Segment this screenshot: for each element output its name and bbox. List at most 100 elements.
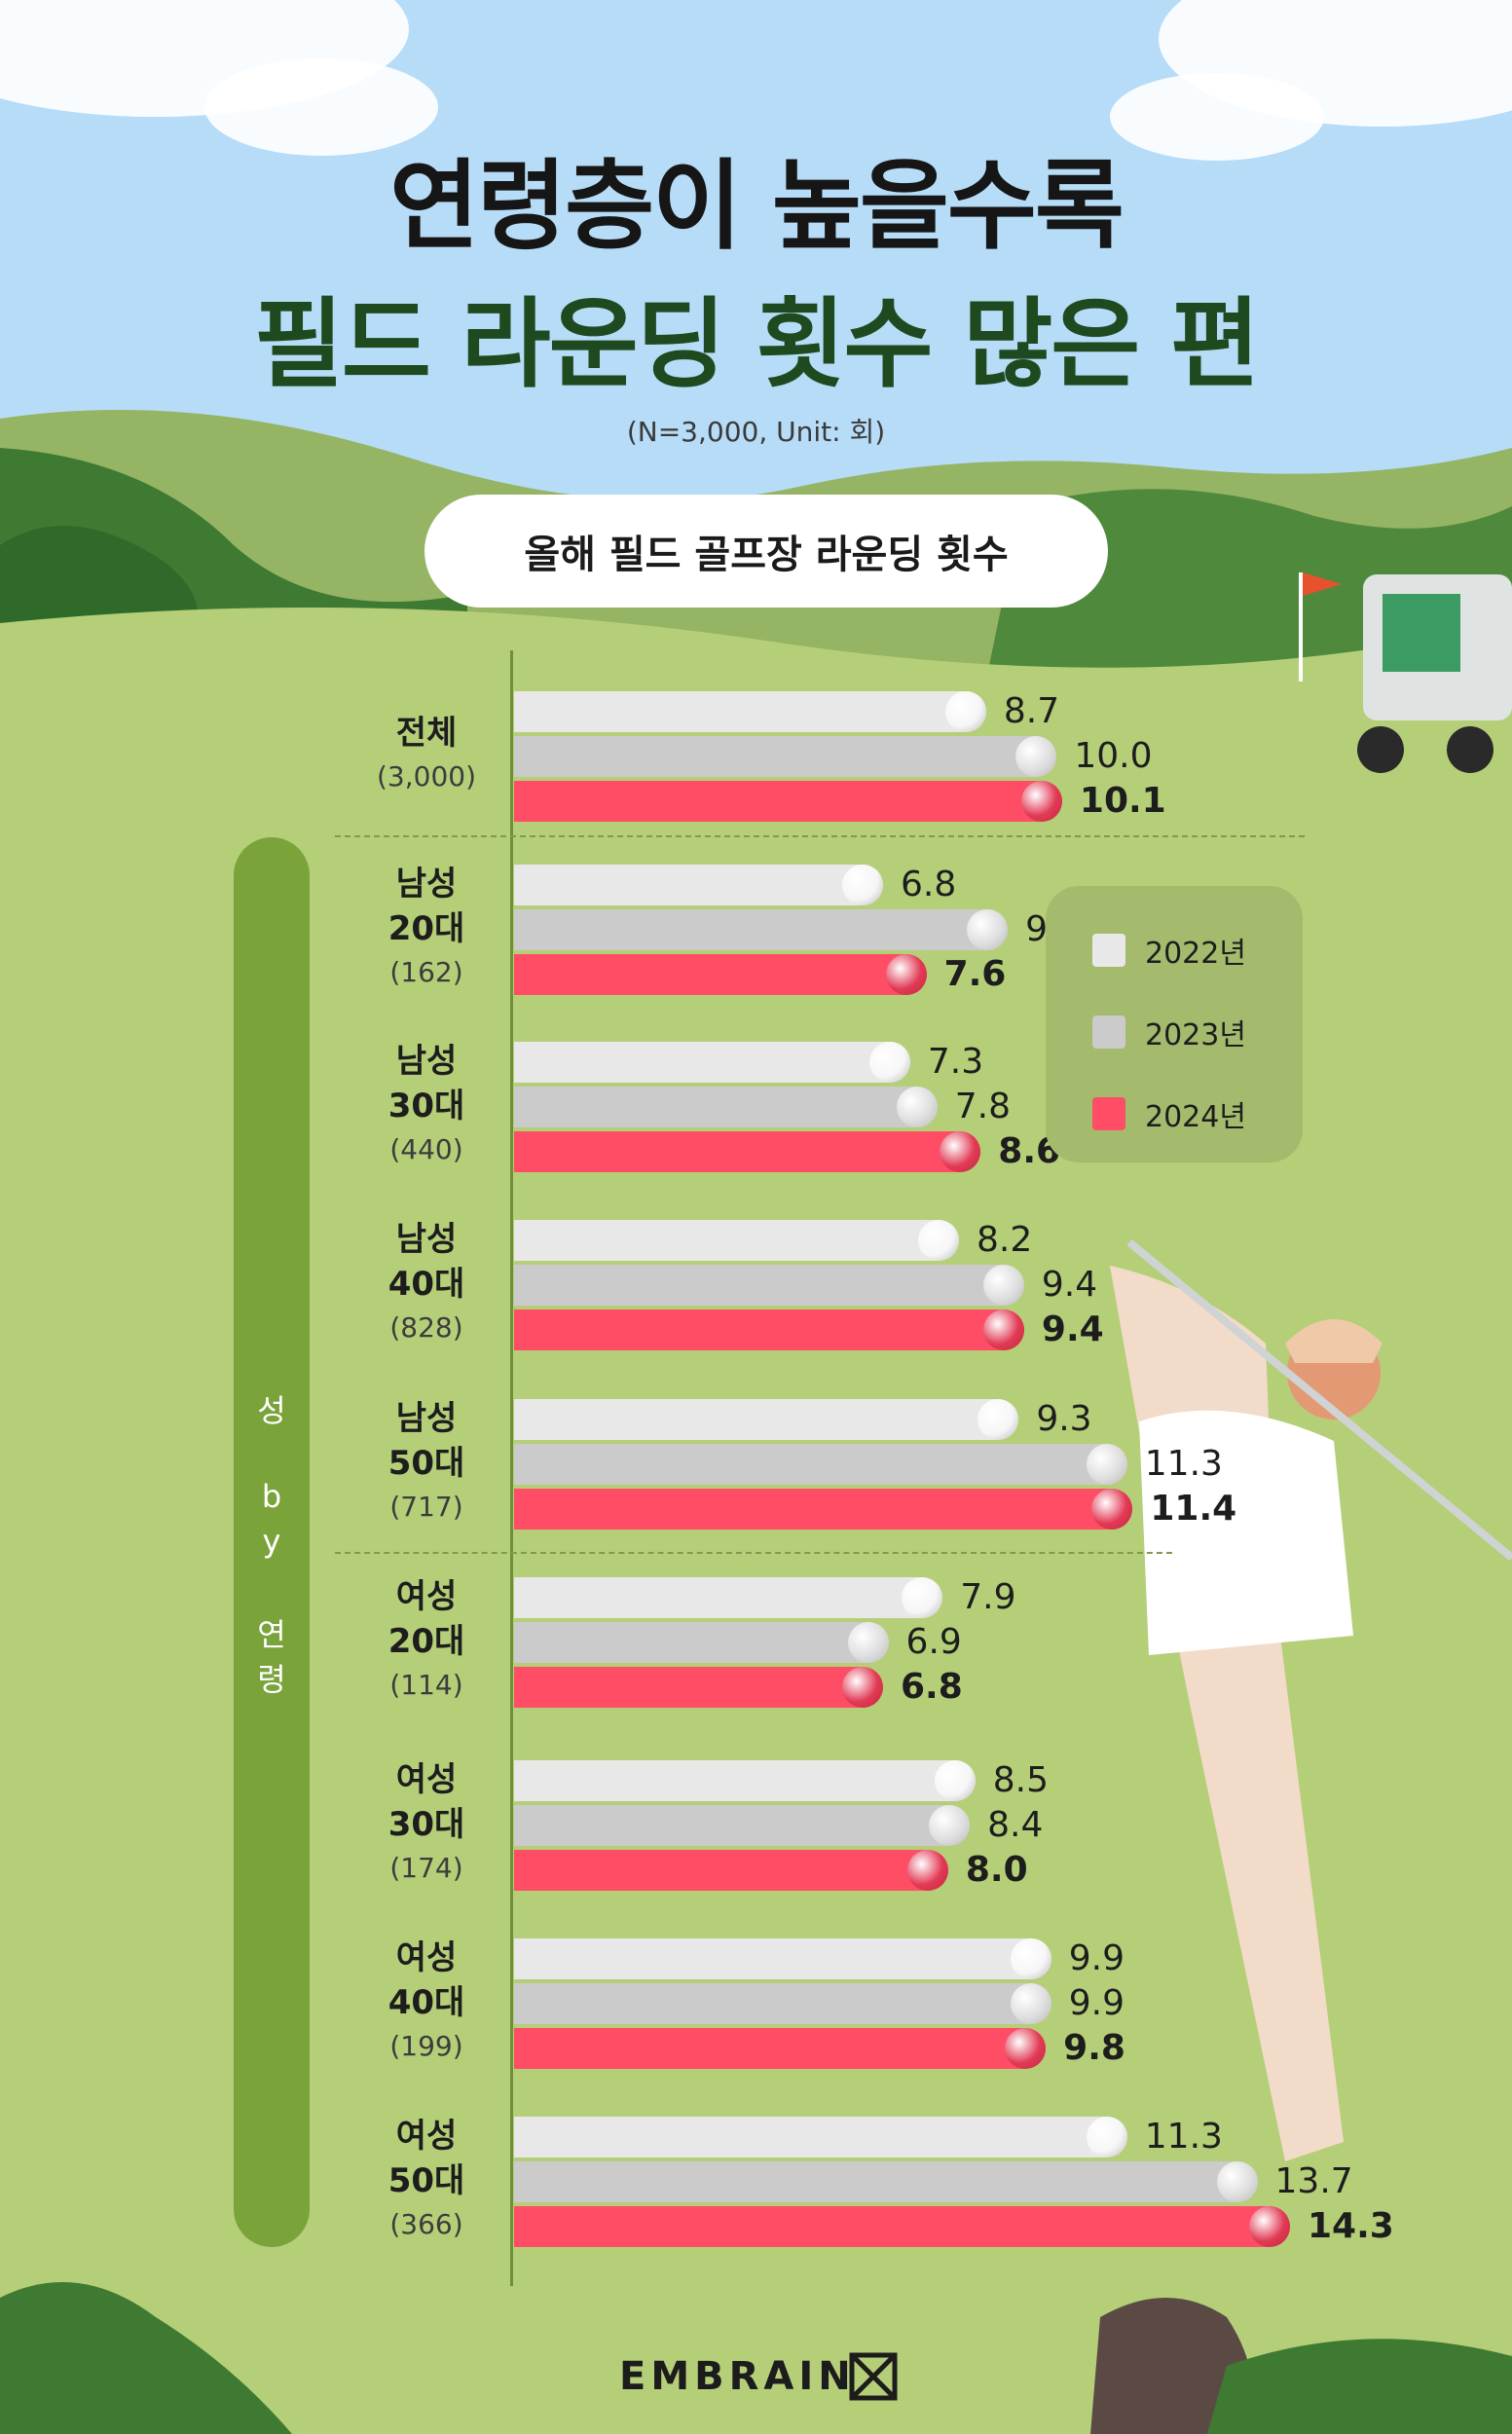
golf-ball-marker — [929, 1805, 971, 1846]
sidebar-label-char: b — [261, 1478, 282, 1515]
data-label: 11.3 — [1144, 1444, 1223, 1484]
data-label: 9.4 — [1041, 1265, 1098, 1305]
group-label: 여성 40대 (199) — [329, 1936, 524, 2068]
group-sample-size: (174) — [389, 1852, 463, 1884]
golf-ball-marker — [934, 1760, 976, 1801]
bar-2022년 — [514, 691, 986, 732]
brand-logo-text: EMBRAIN — [619, 2354, 856, 2399]
bar-2023년 — [514, 736, 1057, 777]
group-label: 여성 50대 (366) — [329, 2114, 524, 2246]
bar-2024년 — [514, 2206, 1290, 2247]
group-sample-size: (3,000) — [376, 760, 476, 793]
golf-ball-marker — [1010, 1983, 1051, 2024]
data-label: 7.6 — [943, 954, 1007, 994]
bar-2024년 — [514, 1309, 1024, 1350]
bar-2023년 — [514, 1265, 1024, 1306]
group-sample-size: (366) — [389, 2208, 463, 2240]
group-name: 여성 — [395, 2117, 458, 2156]
divider-line — [335, 1552, 1172, 1554]
group-name: 전체 — [395, 714, 458, 753]
bar-2023년 — [514, 1622, 889, 1663]
bar-2023년 — [514, 909, 1009, 950]
legend-item-2023: 2023년 — [1092, 1013, 1246, 1052]
golf-ball-marker — [1086, 1444, 1127, 1485]
golf-ball-marker — [896, 1087, 938, 1127]
bar-2023년 — [514, 1983, 1051, 2024]
data-label: 9.9 — [1068, 1983, 1125, 2023]
group-sidebar — [234, 837, 310, 2247]
divider-line — [335, 835, 1305, 837]
bar-2022년 — [514, 1760, 976, 1801]
bar-2024년 — [514, 2028, 1047, 2069]
golf-ball-marker — [977, 1399, 1019, 1440]
golf-ball-marker — [1020, 781, 1062, 822]
data-label: 8.2 — [977, 1220, 1033, 1260]
data-label: 9.8 — [1063, 2028, 1125, 2068]
bar-2022년 — [514, 1399, 1019, 1440]
golf-ball-marker — [944, 691, 986, 732]
data-label: 6.8 — [900, 865, 957, 904]
data-label: 8.7 — [1003, 691, 1060, 731]
legend-label: 2023년 — [1145, 1018, 1246, 1052]
data-label: 13.7 — [1274, 2161, 1353, 2201]
bar-2023년 — [514, 2161, 1258, 2202]
golf-ball-marker — [906, 1850, 948, 1891]
group-name: 여성 — [395, 1938, 458, 1977]
golf-ball-marker — [847, 1622, 889, 1663]
group-sample-size: (440) — [389, 1133, 463, 1165]
data-label: 7.8 — [954, 1087, 1011, 1126]
golf-ball-marker — [885, 954, 927, 995]
golf-ball-marker — [902, 1577, 943, 1618]
group-name: 30대 — [387, 1805, 465, 1844]
data-label: 14.3 — [1307, 2206, 1394, 2246]
group-label: 여성 20대 (114) — [329, 1574, 524, 1707]
golf-ball-marker — [918, 1220, 959, 1261]
golf-ball-marker — [841, 1667, 883, 1708]
sidebar-label-char: 령 — [257, 1661, 286, 1698]
legend-swatch — [1092, 1015, 1125, 1049]
legend-item-2024: 2024년 — [1092, 1094, 1246, 1134]
group-sample-size: (199) — [389, 2030, 463, 2062]
golf-ball-marker — [1086, 2117, 1127, 2157]
golf-ball-marker — [982, 1309, 1024, 1350]
bar-2024년 — [514, 1131, 981, 1172]
legend: 2022년 2023년 2024년 — [1046, 886, 1303, 1162]
bar-2024년 — [514, 954, 927, 995]
sidebar-label-char: 연 — [257, 1616, 286, 1653]
golf-ball-marker — [967, 909, 1009, 950]
group-label: 남성 20대 (162) — [329, 862, 524, 994]
group-name: 남성 — [395, 1042, 458, 1081]
group-label: 남성 30대 (440) — [329, 1039, 524, 1171]
group-label: 여성 30대 (174) — [329, 1757, 524, 1890]
golf-ball-marker — [1091, 1489, 1133, 1530]
title-line-1: 연령층이 높을수록 — [389, 149, 1125, 263]
group-name: 여성 — [395, 1760, 458, 1799]
chart-axis-line — [510, 650, 513, 2286]
group-label: 남성 50대 (717) — [329, 1396, 524, 1529]
data-label: 9.9 — [1068, 1938, 1125, 1978]
golf-ball-marker — [940, 1131, 981, 1172]
chart-subtitle-pill: 올해 필드 골프장 라운딩 횟수 — [424, 495, 1108, 608]
data-label: 10.0 — [1074, 736, 1153, 776]
group-sample-size: (162) — [389, 956, 463, 988]
data-label: 9.3 — [1036, 1399, 1092, 1439]
golf-ball-marker — [1005, 2028, 1047, 2069]
bar-2024년 — [514, 1667, 883, 1708]
legend-swatch — [1092, 934, 1125, 967]
group-label: 남성 40대 (828) — [329, 1217, 524, 1349]
data-label: 9.4 — [1041, 1309, 1104, 1349]
group-name: 40대 — [387, 1265, 465, 1304]
group-name: 남성 — [395, 1399, 458, 1438]
bar-2024년 — [514, 1489, 1133, 1530]
golf-ball-marker — [841, 865, 883, 905]
group-name: 남성 — [395, 1220, 458, 1259]
group-sample-size: (717) — [389, 1491, 463, 1523]
data-label: 8.0 — [965, 1850, 1028, 1890]
group-name: 남성 — [395, 865, 458, 904]
bar-2022년 — [514, 1938, 1051, 1979]
legend-swatch — [1092, 1097, 1125, 1130]
group-name: 30대 — [387, 1087, 465, 1125]
group-label: 전체 (3,000) — [329, 711, 524, 798]
